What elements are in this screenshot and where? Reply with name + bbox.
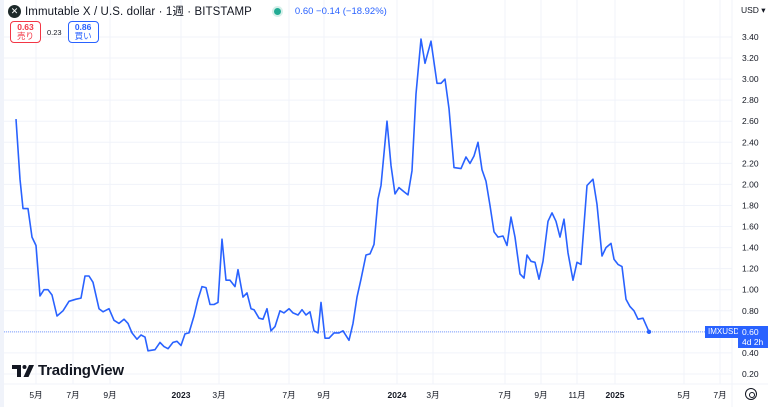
- market-open-status-icon: [273, 7, 281, 15]
- time-tick-label: 2025: [606, 390, 625, 400]
- vertical-grid: [35, 0, 721, 384]
- bar-countdown: 4d 2h: [742, 337, 764, 347]
- price-tick-label: 1.60: [742, 222, 759, 232]
- buy-price: 0.86: [74, 22, 92, 32]
- price-tick-label: 0.40: [742, 348, 759, 358]
- price-tick-label: 1.40: [742, 243, 759, 253]
- last-price-dot: [646, 329, 652, 335]
- time-tick-label: 5月: [29, 390, 42, 400]
- immutable-x-logo-icon: ✕: [8, 4, 21, 18]
- time-tick-label: 7月: [282, 390, 295, 400]
- time-tick-label: 7月: [66, 390, 79, 400]
- last-price-value: 0.60: [742, 327, 759, 337]
- price-tick-label: 0.80: [742, 306, 759, 316]
- time-tick-label: 3月: [426, 390, 439, 400]
- trade-buttons: 0.63 売り 0.23 0.86 買い: [10, 21, 99, 43]
- price-tick-label: 1.20: [742, 264, 759, 274]
- time-tick-label: 3月: [212, 390, 225, 400]
- price-tick-label: 3.40: [742, 32, 759, 42]
- currency-selector[interactable]: USD ▾: [741, 5, 766, 15]
- price-tick-label: 3.00: [742, 74, 759, 84]
- price-scale[interactable]: 3.40 3.20 3.00 2.80 2.60 2.40 2.20 2.00 1.80 1.60…: [742, 32, 759, 379]
- quote-change: 0.60 −0.14 (−18.92%): [294, 5, 387, 17]
- time-tick-label: 9月: [534, 390, 547, 400]
- time-scale[interactable]: 5月 7月 9月 2023 3月 7月 9月 2024 3月 7月 9月 11月 2025 5月 7月: [29, 390, 726, 400]
- buy-button[interactable]: 0.86 買い: [67, 21, 99, 43]
- settings-gear-icon[interactable]: [745, 388, 757, 400]
- sell-button[interactable]: 0.63 売り: [10, 21, 41, 43]
- spread-value: 0.23: [47, 27, 62, 37]
- price-tick-label: 0.20: [742, 369, 759, 379]
- price-tick-label: 2.40: [742, 137, 759, 147]
- symbol-title[interactable]: Immutable X / U.S. dollar · 1週 · BITSTAM…: [25, 6, 252, 18]
- sell-price: 0.63: [17, 22, 34, 32]
- time-tick-label: 2023: [172, 390, 191, 400]
- tradingview-logo-icon: [12, 364, 34, 377]
- price-tick-label: 2.80: [742, 95, 759, 105]
- time-tick-label: 7月: [498, 390, 511, 400]
- sell-label: 売り: [16, 31, 34, 41]
- buy-label: 買い: [74, 31, 92, 41]
- last-price-label: 0.60 4d 2h: [738, 326, 768, 348]
- time-tick-label: 11月: [568, 390, 585, 400]
- time-tick-label: 9月: [103, 390, 116, 400]
- tradingview-logo[interactable]: TradingView: [12, 362, 124, 379]
- price-tick-label: 2.00: [742, 179, 759, 189]
- time-tick-label: 5月: [677, 390, 690, 400]
- tradingview-wordmark: TradingView: [38, 362, 124, 379]
- time-tick-label: 2024: [388, 390, 407, 400]
- legend-header: ✕ Immutable X / U.S. dollar · 1週 · BITST…: [8, 3, 387, 19]
- price-tick-label: 2.20: [742, 158, 759, 168]
- time-tick-label: 9月: [317, 390, 330, 400]
- price-tick-label: 1.80: [742, 200, 759, 210]
- price-tick-label: 1.00: [742, 285, 759, 295]
- horizontal-grid: [4, 36, 732, 375]
- time-tick-label: 7月: [713, 390, 726, 400]
- symbol-price-label: IMXUSD: [705, 326, 743, 338]
- price-tick-label: 3.20: [742, 53, 759, 63]
- price-tick-label: 2.60: [742, 116, 759, 126]
- price-series-line[interactable]: [15, 38, 650, 352]
